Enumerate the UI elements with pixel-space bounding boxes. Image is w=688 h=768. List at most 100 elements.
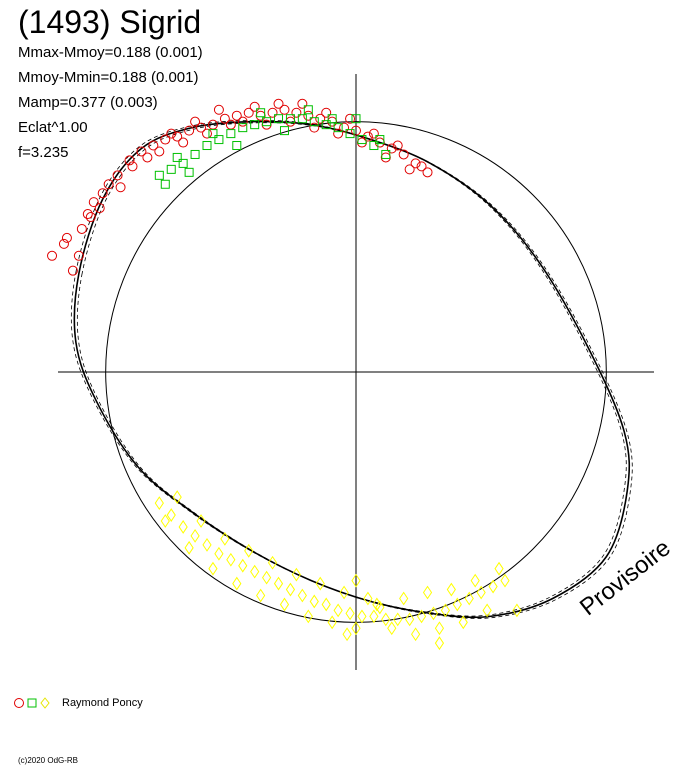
data-point-square [375, 135, 385, 145]
data-point-square [262, 117, 272, 127]
data-point-diamond [279, 597, 290, 612]
data-point-circle [398, 149, 409, 160]
data-point-diamond [512, 603, 522, 618]
data-point-circle [255, 110, 266, 121]
data-point-square [232, 141, 242, 151]
data-point-square [381, 149, 391, 159]
data-point-square [274, 114, 284, 124]
data-point-circle [267, 107, 278, 118]
data-point-circle [136, 146, 147, 157]
series-diamond [154, 490, 522, 651]
data-point-square [357, 135, 367, 145]
data-point-circle [58, 238, 69, 249]
data-point-square [351, 114, 361, 124]
data-point-diamond [452, 597, 462, 612]
data-point-square [160, 179, 170, 189]
data-point-circle [231, 110, 242, 121]
data-point-circle [73, 250, 84, 261]
data-point-circle [279, 104, 290, 115]
data-point-circle [345, 113, 356, 124]
data-point-circle [112, 170, 123, 181]
data-point-square [154, 170, 164, 180]
data-point-diamond [482, 603, 492, 618]
data-point-circle [392, 140, 403, 151]
data-point-circle [291, 107, 302, 118]
data-point-circle [178, 137, 189, 148]
data-point-diamond [184, 540, 194, 555]
data-point-diamond [399, 591, 409, 606]
data-point-circle [410, 158, 421, 169]
data-point-diamond [273, 576, 284, 591]
data-point-diamond [321, 597, 331, 612]
data-point-circle [333, 128, 344, 139]
data-point-diamond [500, 573, 510, 588]
data-point-diamond [160, 514, 170, 528]
data-point-circle [380, 152, 391, 163]
data-point-diamond [494, 561, 504, 576]
data-point-circle [97, 188, 108, 199]
chart-title: (1493) Sigrid [18, 4, 202, 40]
data-point-circle [76, 223, 87, 234]
legend-label: Raymond Poncy [62, 697, 143, 709]
data-point-circle [190, 116, 201, 127]
data-point-diamond [178, 520, 188, 534]
data-point-diamond [297, 588, 307, 603]
data-point-diamond [196, 514, 206, 528]
data-point-diamond [410, 627, 421, 642]
data-point-diamond [434, 636, 445, 651]
data-point-diamond [261, 570, 272, 585]
data-point-square [321, 120, 331, 130]
data-point-circle [368, 128, 379, 139]
data-point-diamond [220, 531, 230, 546]
copyright: (c)2020 OdG-RB [18, 756, 79, 765]
data-point-diamond [446, 582, 456, 597]
data-point-circle [315, 113, 326, 124]
data-point-diamond [232, 576, 242, 591]
data-point-diamond [357, 609, 367, 624]
data-point-square [250, 120, 260, 130]
data-point-circle [196, 122, 207, 133]
data-point-diamond [244, 543, 254, 558]
data-point-diamond [428, 606, 439, 621]
data-point-diamond [214, 546, 224, 561]
data-point-circle [243, 107, 254, 118]
data-point-circle [213, 104, 224, 115]
data-point-circle [422, 167, 433, 178]
data-point-square [226, 129, 236, 139]
data-point-diamond [372, 597, 382, 612]
data-point-diamond [342, 627, 352, 642]
data-point-diamond [351, 621, 361, 636]
data-point-square [345, 129, 355, 139]
data-point-circle [321, 107, 332, 118]
data-point-diamond [291, 567, 302, 582]
data-point-circle [249, 101, 260, 112]
data-point-diamond [476, 585, 486, 600]
data-point-diamond [464, 591, 474, 606]
data-point-circle [166, 128, 177, 139]
data-point-circle [127, 161, 138, 172]
data-point-circle [416, 161, 427, 172]
data-point-diamond [422, 585, 433, 600]
data-point-circle [327, 116, 338, 127]
data-point-circle [94, 203, 105, 214]
data-point-square [369, 141, 379, 151]
series-square [154, 105, 391, 189]
data-point-diamond [393, 612, 403, 627]
data-point-diamond [387, 621, 397, 636]
data-point-circle [47, 250, 58, 261]
data-point-circle [88, 197, 99, 208]
data-point-diamond [202, 537, 212, 552]
stat-frequency: f=3.235 [18, 144, 69, 161]
legend: Raymond Poncy [14, 697, 143, 709]
data-point-square [279, 126, 289, 136]
data-point-circle [386, 143, 397, 154]
data-point-circle [219, 113, 230, 124]
data-point-circle [124, 155, 135, 166]
data-point-diamond [303, 609, 313, 624]
data-point-square [285, 114, 295, 124]
data-point-diamond [208, 561, 218, 576]
data-point-diamond [327, 615, 337, 630]
data-point-diamond [172, 490, 182, 505]
data-point-circle [351, 125, 361, 136]
